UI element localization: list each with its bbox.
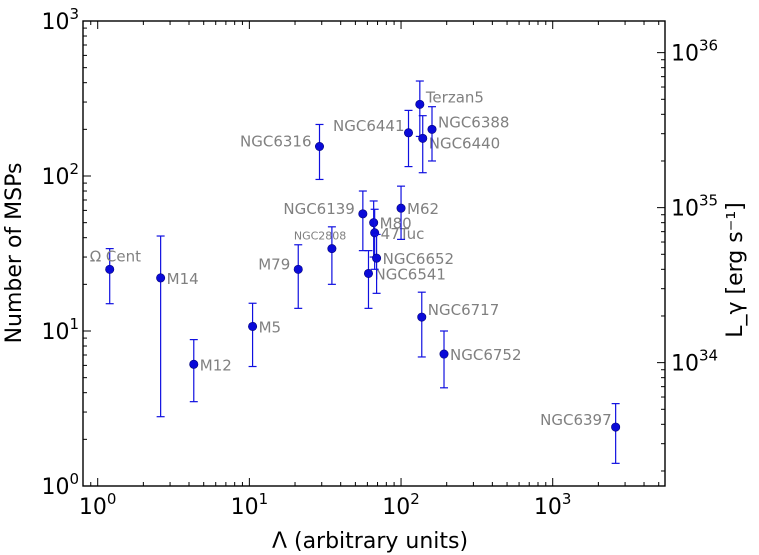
point-label: NGC6752: [450, 346, 522, 364]
x-tick-label: 103: [534, 490, 572, 520]
point-label: M62: [407, 200, 439, 218]
marker: [369, 218, 379, 228]
point-label: NGC6397: [540, 411, 612, 429]
marker: [315, 141, 325, 151]
y2-tick-label-base: 10: [671, 352, 699, 377]
marker: [417, 312, 427, 322]
y-tick-label-exp: 3: [69, 5, 79, 23]
x-tick-label-base: 10: [231, 495, 259, 520]
marker: [418, 133, 428, 143]
data-point: M5: [248, 302, 282, 368]
point-label: M79: [258, 255, 290, 273]
x-tick-label: 100: [79, 490, 117, 520]
data-point: M14: [156, 235, 199, 418]
data-point: NGC6316: [240, 123, 325, 181]
point-label: Terzan5: [425, 88, 484, 106]
marker: [439, 349, 449, 359]
x-tick-label-exp: 1: [259, 490, 269, 508]
plot-frame: [82, 20, 666, 487]
point-label: NGC6652: [383, 250, 455, 268]
data-point: NGC6388: [427, 106, 510, 162]
marker: [415, 99, 425, 109]
marker: [189, 359, 199, 369]
x-tick-label-exp: 2: [410, 490, 420, 508]
point-label: M14: [167, 270, 199, 288]
y-tick-label-exp: 0: [69, 470, 79, 488]
marker: [404, 128, 414, 138]
x-tick-label-exp: 0: [107, 490, 117, 508]
point-label: NGC6441: [333, 117, 405, 135]
y2-tick-label: 1035: [671, 192, 718, 222]
y-tick-label-base: 10: [41, 10, 69, 35]
y-tick-label: 102: [41, 160, 79, 190]
data-points: Ω Cent M14 M12 M5 M79 NGC2808 NGC6316 NGC6139 NG…: [90, 80, 621, 464]
y-tick-label-base: 10: [41, 475, 69, 500]
data-point: NGC6752: [439, 330, 522, 389]
data-point: NGC6717: [417, 291, 500, 358]
data-point: NGC2808: [294, 226, 346, 285]
y2-tick-label-base: 10: [671, 197, 699, 222]
y2-tick-label-exp: 35: [699, 192, 718, 210]
marker: [358, 209, 368, 219]
y-tick-label: 101: [41, 315, 79, 345]
data-point: NGC6541: [363, 250, 446, 309]
data-point: NGC6441: [333, 109, 414, 168]
point-label: 47Tuc: [381, 225, 425, 243]
y-tick-label-exp: 2: [69, 160, 79, 178]
y-tick-label-base: 10: [41, 165, 69, 190]
y-tick-label-exp: 1: [69, 315, 79, 333]
x-tick-label-base: 10: [79, 495, 107, 520]
data-point: NGC6139: [283, 190, 368, 252]
x-tick-label: 102: [382, 490, 420, 520]
marker: [370, 228, 380, 238]
y2-tick-label-exp: 36: [699, 37, 718, 55]
y2-tick-label: 1034: [671, 347, 718, 377]
point-label: NGC6388: [438, 113, 510, 131]
point-label: M12: [200, 356, 232, 374]
point-label: NGC6541: [374, 265, 446, 283]
data-point: NGC6652: [372, 233, 455, 294]
point-label: M5: [259, 318, 282, 336]
x-tick-label: 101: [231, 490, 269, 520]
marker: [327, 244, 337, 254]
point-label: M80: [380, 215, 412, 233]
marker: [396, 203, 406, 213]
y2-tick-label-exp: 34: [699, 347, 718, 365]
point-label: NGC6316: [240, 132, 312, 150]
marker: [156, 273, 166, 283]
y2-tick-label-base: 10: [671, 42, 699, 67]
point-label: NGC6440: [429, 134, 501, 152]
point-label: NGC6717: [428, 301, 500, 319]
point-label: NGC2808: [294, 230, 346, 243]
marker: [372, 253, 382, 263]
data-point: Ω Cent: [90, 247, 141, 305]
y-tick-label-base: 10: [41, 320, 69, 345]
marker: [293, 264, 303, 274]
y2-tick-label: 1036: [671, 37, 718, 67]
y-tick-label: 100: [41, 470, 79, 500]
marker: [105, 264, 115, 274]
marker: [363, 268, 373, 278]
marker: [427, 124, 437, 134]
marker: [611, 422, 621, 432]
data-point: NGC6397: [540, 403, 621, 464]
data-point: M62: [396, 185, 439, 240]
x-tick-label-exp: 3: [562, 490, 572, 508]
data-point: M12: [189, 339, 232, 403]
data-point: Terzan5: [415, 80, 484, 138]
x-axis-label: Λ (arbitrary units): [272, 529, 468, 554]
y-axis-label: Number of MSPs: [2, 163, 27, 344]
point-label: NGC6139: [283, 200, 355, 218]
data-point: M79: [258, 244, 303, 309]
x-tick-label-base: 10: [534, 495, 562, 520]
marker: [248, 321, 258, 331]
y2-axis-label: L_γ [erg s⁻¹]: [723, 202, 748, 337]
point-label: Ω Cent: [90, 247, 141, 265]
data-point: NGC6440: [418, 115, 501, 174]
y-tick-label: 103: [41, 5, 79, 35]
x-tick-label-base: 10: [382, 495, 410, 520]
